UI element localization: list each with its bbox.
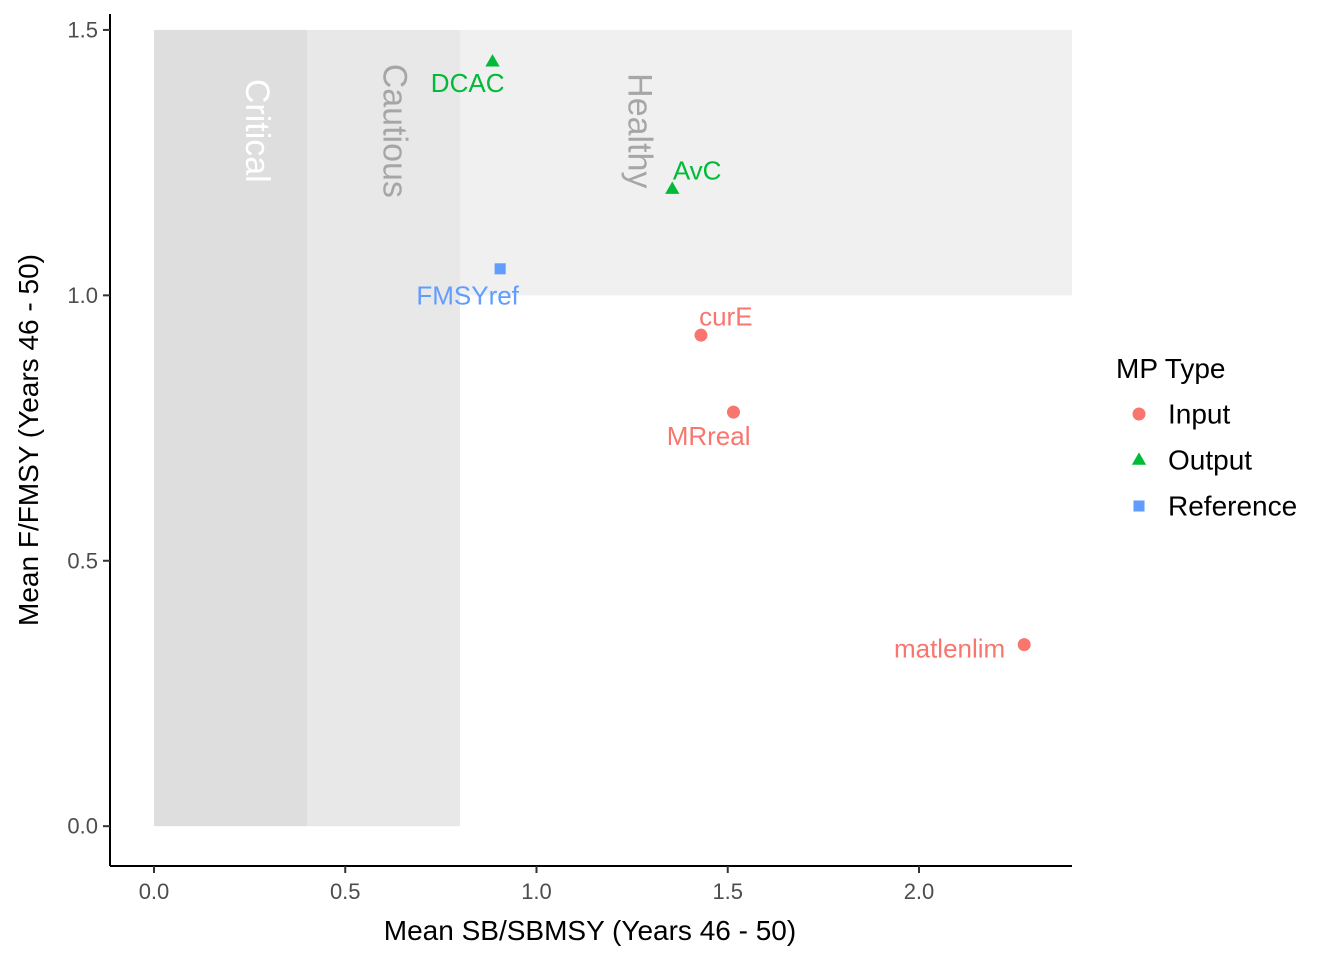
axes xyxy=(109,14,1072,867)
y-tick-label: 0.0 xyxy=(67,814,98,839)
legend: MP Type Input Output Reference xyxy=(1116,353,1297,522)
zone-label-critical: Critical xyxy=(238,79,276,183)
legend-label-output: Output xyxy=(1168,445,1252,476)
zone-label-cautious: Cautious xyxy=(375,64,413,198)
y-tick-label: 1.5 xyxy=(67,17,98,42)
zones xyxy=(153,29,1072,827)
zone-healthy xyxy=(459,29,1072,296)
zone-critical xyxy=(153,29,307,827)
point-fmsyref xyxy=(494,263,506,275)
zone-labels: Critical Cautious Healthy xyxy=(238,64,659,198)
x-tick-label: 2.0 xyxy=(904,879,935,904)
y-ticks: 0.0 0.5 1.0 1.5 xyxy=(67,17,110,839)
legend-label-input: Input xyxy=(1168,399,1230,430)
x-tick-label: 0.0 xyxy=(139,879,170,904)
point-label-fmsyref: FMSYref xyxy=(416,280,519,310)
point-label-cure: curE xyxy=(699,302,752,332)
legend-key-input xyxy=(1132,407,1146,421)
point-labels: DCAC AvC FMSYref curE MRreal matlenlim xyxy=(416,68,1005,663)
legend-key-reference xyxy=(1133,500,1145,512)
point-label-mrreal: MRreal xyxy=(667,421,751,451)
y-tick-label: 0.5 xyxy=(67,548,98,573)
legend-key-output xyxy=(1131,452,1147,465)
x-tick-label: 1.0 xyxy=(521,879,552,904)
point-label-avc: AvC xyxy=(673,156,722,186)
y-tick-label: 1.0 xyxy=(67,283,98,308)
point-label-matlenlim: matlenlim xyxy=(894,633,1005,663)
point-dcac xyxy=(485,54,500,67)
zone-cautious xyxy=(306,29,460,827)
x-axis-title: Mean SB/SBMSY (Years 46 - 50) xyxy=(384,915,796,946)
point-matlenlim xyxy=(1017,638,1031,652)
point-label-dcac: DCAC xyxy=(431,68,505,98)
zone-label-healthy: Healthy xyxy=(620,73,658,188)
x-tick-label: 0.5 xyxy=(330,879,361,904)
x-ticks: 0.0 0.5 1.0 1.5 2.0 xyxy=(139,866,935,904)
point-avc xyxy=(665,181,680,194)
y-axis-title: Mean F/FMSY (Years 46 - 50) xyxy=(13,254,44,626)
points xyxy=(485,54,1031,652)
point-mrreal xyxy=(726,405,740,419)
legend-title: MP Type xyxy=(1116,353,1225,384)
x-tick-label: 1.5 xyxy=(712,879,743,904)
point-cure xyxy=(694,328,708,342)
legend-label-reference: Reference xyxy=(1168,491,1297,522)
